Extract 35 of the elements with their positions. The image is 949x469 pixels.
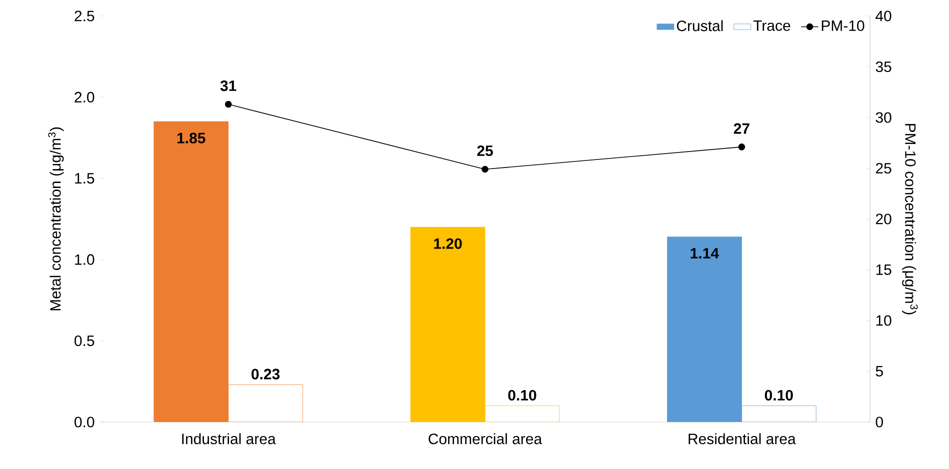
legend-label: PM-10 xyxy=(822,20,864,31)
point xyxy=(224,100,232,108)
data-label: 31 xyxy=(220,80,236,92)
y2-tick-label: 0 xyxy=(876,416,883,428)
data-label: 0.10 xyxy=(508,390,536,401)
point xyxy=(738,144,746,150)
y-tick-label: 0.5 xyxy=(74,335,94,346)
y-axis-title: Metal concentration (μg/m$^{3}$) xyxy=(48,127,64,310)
point xyxy=(482,166,488,173)
legend-label: Crustal xyxy=(676,20,723,32)
y2-tick-label: 30 xyxy=(876,112,892,123)
x-tick-label: Residential area xyxy=(688,433,796,444)
y-tick-label: 2.0 xyxy=(74,92,94,102)
x-tick-label: Commercial area xyxy=(428,433,542,444)
data-label: 25 xyxy=(477,145,493,156)
y-tick-label: 1.5 xyxy=(75,173,94,184)
y2-tick-label: 20 xyxy=(876,214,892,224)
y2-tick-label: 15 xyxy=(876,264,892,275)
y2-tick-label: 10 xyxy=(876,315,892,326)
y2-tick-label: 35 xyxy=(876,61,892,72)
data-label: 0.10 xyxy=(764,390,793,401)
y2-axis-title: PM-10 concentration (μg/m$^{3}$) xyxy=(902,124,918,314)
y2-tick-label: 40 xyxy=(876,10,892,22)
data-label: 1.14 xyxy=(690,248,719,258)
x-tick-label: Industrial area xyxy=(182,433,276,444)
data-label: 27 xyxy=(734,123,750,134)
data-label: 1.85 xyxy=(177,132,206,144)
data-label: 1.20 xyxy=(434,238,462,249)
y-tick-label: 2.5 xyxy=(74,10,94,22)
data-label: 0.23 xyxy=(252,368,280,380)
legend-label: Trace xyxy=(753,20,790,31)
y-tick-label: 1.0 xyxy=(75,254,94,265)
y2-tick-label: 5 xyxy=(876,366,883,376)
y-tick-label: 0.0 xyxy=(74,416,94,428)
y2-tick-label: 25 xyxy=(876,162,892,174)
